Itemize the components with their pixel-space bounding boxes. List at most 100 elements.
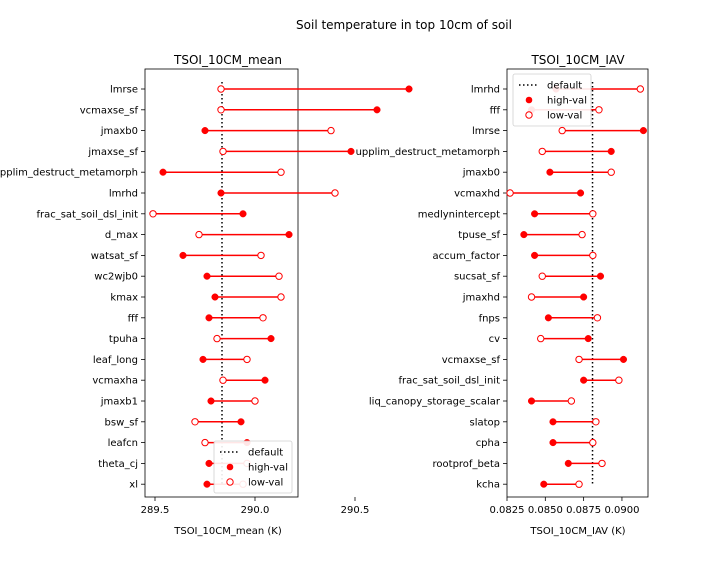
low-val-point-iav xyxy=(598,459,606,468)
y-tick-label-iav: rootprof_beta xyxy=(433,459,500,470)
low-val-point-mean xyxy=(257,251,265,260)
y-tick-label-iav: tpuse_sf xyxy=(458,230,500,241)
legend-high-swatch-iav xyxy=(525,96,533,104)
y-tick-label-iav: fff xyxy=(490,105,501,116)
chart-panel-mean: TSOI_10CM_mean TSOI_10CM_mean (K) 289.5 2… xyxy=(0,53,413,537)
low-val-point-mean xyxy=(217,85,225,93)
y-tick-label-mean: kmax xyxy=(110,293,138,304)
low-val-point-iav xyxy=(593,314,602,322)
y-tick-label-iav: lmrse xyxy=(472,126,500,137)
high-val-point-mean xyxy=(211,293,219,301)
low-val-point-mean xyxy=(277,293,285,301)
high-val-point-iav xyxy=(619,355,628,363)
high-val-point-iav xyxy=(639,127,647,135)
x-tick-label-iav: 0.0900 xyxy=(604,505,639,516)
low-val-point-iav xyxy=(615,376,623,384)
low-val-point-mean xyxy=(259,314,267,322)
high-val-point-iav xyxy=(577,189,585,197)
x-tick-label-iav: 0.0850 xyxy=(528,505,563,516)
x-tick-label-iav: 0.0825 xyxy=(490,505,525,516)
legend-low-swatch-iav xyxy=(525,111,533,119)
y-tick-label-mean: wc2wjb0 xyxy=(94,272,138,283)
high-val-point-mean xyxy=(405,85,413,93)
low-val-point-iav xyxy=(578,230,586,239)
low-val-point-iav xyxy=(636,85,645,93)
low-val-point-mean xyxy=(213,334,221,343)
high-val-point-mean xyxy=(207,397,215,405)
high-val-point-mean xyxy=(201,127,209,135)
legend-box-mean xyxy=(213,440,293,494)
high-val-point-mean xyxy=(159,168,167,176)
legend-low-label-iav: low-val xyxy=(547,111,582,122)
axes-frame-iav xyxy=(506,68,649,498)
high-val-point-iav xyxy=(531,251,539,259)
y-tick-label-mean: fff xyxy=(128,313,139,324)
low-val-point-iav xyxy=(592,418,600,426)
y-tick-label-iav: slatop xyxy=(469,417,500,428)
chart-panel-iav: TSOI_10CM_IAV TSOI_10CM_IAV (K) 0.0825 0.… xyxy=(356,53,649,537)
high-val-point-mean xyxy=(239,210,247,218)
y-tick-label-iav: medlynintercept xyxy=(418,209,500,220)
low-val-point-mean xyxy=(219,376,227,384)
y-tick-label-iav: accum_factor xyxy=(433,251,501,262)
legend-high-label-mean: high-val xyxy=(248,463,288,474)
low-val-point-mean xyxy=(219,147,227,156)
high-val-point-iav xyxy=(531,210,539,218)
low-val-point-iav xyxy=(537,334,545,343)
y-tick-label-iav: liq_canopy_storage_scalar xyxy=(369,397,501,408)
y-tick-label-mean: theta_cj xyxy=(98,459,138,470)
low-val-point-iav xyxy=(538,147,546,156)
high-val-point-iav xyxy=(540,480,548,488)
chart-title-mean: TSOI_10CM_mean xyxy=(173,53,282,67)
x-tick-label-mean: 290.0 xyxy=(241,505,270,516)
low-val-point-mean xyxy=(217,106,225,114)
high-val-point-iav xyxy=(549,418,557,426)
y-tick-label-iav: cpha xyxy=(476,438,500,449)
y-tick-label-iav: upplim_destruct_metamorph xyxy=(356,147,500,158)
high-val-point-iav xyxy=(596,272,605,280)
axes-frame-mean xyxy=(144,68,299,498)
y-tick-label-mean: watsat_sf xyxy=(91,251,139,262)
high-val-point-iav xyxy=(580,376,588,384)
x-axis-label-mean: TSOI_10CM_mean (K) xyxy=(173,526,282,537)
legend-low-swatch-mean xyxy=(226,478,234,486)
low-val-point-iav xyxy=(538,272,546,280)
y-tick-label-mean: lmrhd xyxy=(109,189,138,200)
low-val-point-mean xyxy=(191,418,199,426)
high-val-point-mean xyxy=(205,459,213,467)
low-val-point-iav xyxy=(527,293,536,301)
high-val-point-mean xyxy=(205,314,213,322)
low-val-point-mean xyxy=(201,438,209,447)
y-tick-label-iav: kcha xyxy=(476,480,500,491)
high-val-point-iav xyxy=(546,168,554,176)
high-val-point-mean xyxy=(199,355,207,363)
low-val-point-mean xyxy=(277,168,285,176)
y-tick-label-mean: leafcn xyxy=(108,438,138,449)
low-val-point-mean xyxy=(275,272,283,280)
high-val-point-iav xyxy=(544,314,552,322)
x-tick-label-mean: 289.5 xyxy=(141,505,170,516)
x-tick-label-iav: 0.0875 xyxy=(566,505,601,516)
legend-default-label-iav: default xyxy=(547,81,582,92)
y-tick-label-mean: vcmaxse_sf xyxy=(80,105,139,116)
high-val-point-mean xyxy=(203,480,211,488)
legend-high-swatch-mean xyxy=(226,463,234,471)
y-tick-label-mean: xl xyxy=(129,480,138,491)
high-val-point-mean xyxy=(203,272,211,280)
y-tick-label-mean: jmaxb0 xyxy=(100,126,138,137)
y-tick-label-mean: jmaxse_sf xyxy=(87,147,138,158)
low-val-point-iav xyxy=(589,438,597,447)
low-val-point-iav xyxy=(595,106,603,114)
y-tick-label-iav: cv xyxy=(489,334,500,345)
legend-default-label-mean: default xyxy=(248,448,283,459)
low-val-point-mean xyxy=(195,230,203,239)
y-tick-label-iav: jmaxhd xyxy=(462,293,500,304)
low-val-point-iav xyxy=(567,397,576,405)
y-tick-label-iav: jmaxb0 xyxy=(462,168,500,179)
low-val-point-iav xyxy=(575,480,583,488)
high-val-point-mean xyxy=(179,251,187,259)
chart-title-iav: TSOI_10CM_IAV xyxy=(530,53,625,67)
y-tick-label-mean: d_max xyxy=(105,230,138,241)
high-val-point-mean xyxy=(237,418,245,426)
